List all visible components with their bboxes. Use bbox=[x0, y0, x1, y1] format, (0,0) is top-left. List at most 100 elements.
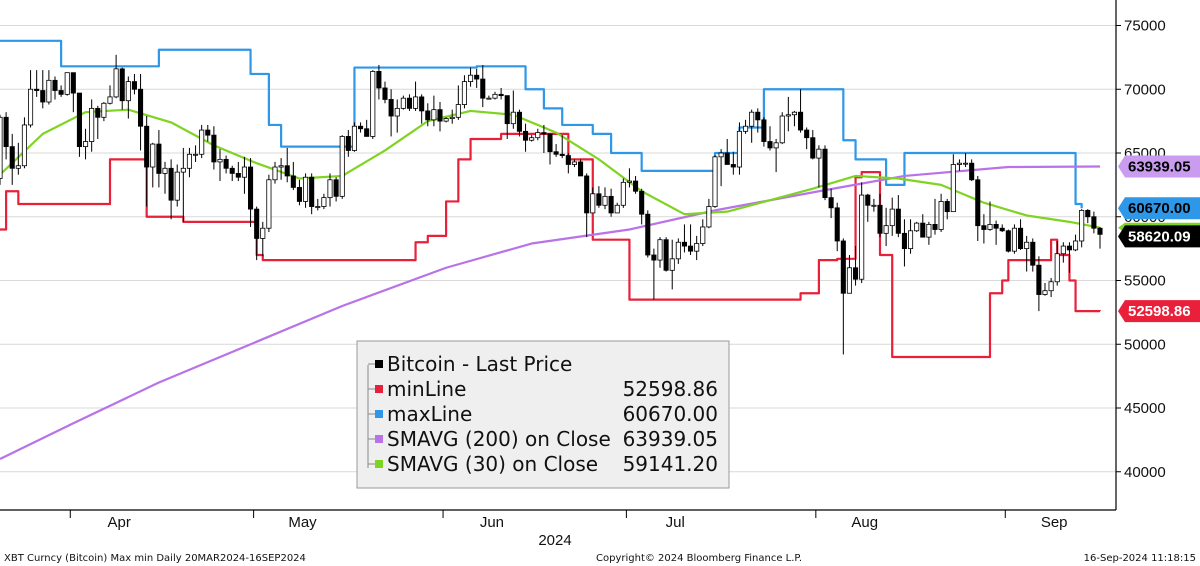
candle-137 bbox=[834, 202, 840, 252]
candle-59 bbox=[358, 122, 364, 133]
candle-34 bbox=[205, 124, 211, 142]
candle-body-75 bbox=[455, 104, 461, 118]
x-tick-label-5: Sep bbox=[1041, 514, 1068, 531]
candle-132 bbox=[804, 127, 810, 150]
candle-86 bbox=[523, 123, 529, 152]
legend-entry-4: SMAVG (30) on Close 59141.20 bbox=[368, 452, 718, 476]
legend-value-1: 52598.86 bbox=[623, 377, 718, 401]
candle-29 bbox=[174, 164, 180, 207]
candle-124 bbox=[755, 108, 761, 133]
candle-39 bbox=[235, 161, 241, 182]
candle-body-5 bbox=[28, 88, 34, 126]
candle-143 bbox=[871, 198, 877, 212]
candle-body-20 bbox=[119, 68, 125, 102]
candle-49 bbox=[296, 179, 302, 206]
candle-body-23 bbox=[138, 88, 144, 127]
candle-87 bbox=[529, 135, 535, 142]
candle-168 bbox=[1024, 235, 1030, 272]
candle-101 bbox=[614, 202, 620, 214]
candle-74 bbox=[449, 109, 455, 124]
candle-119 bbox=[724, 138, 730, 165]
x-axis-label: 2024 bbox=[538, 532, 571, 549]
y-tick-labels: 4000045000500005500060000650007000075000 bbox=[1124, 18, 1166, 481]
candle-85 bbox=[516, 109, 522, 137]
x-tick-label-0: Apr bbox=[107, 514, 130, 531]
candle-body-26 bbox=[156, 143, 162, 174]
candle-body-109 bbox=[663, 239, 669, 271]
candle-50 bbox=[303, 173, 309, 208]
candle-90 bbox=[547, 133, 553, 165]
candle-body-56 bbox=[339, 136, 345, 197]
candle-88 bbox=[535, 128, 541, 141]
candle-9 bbox=[52, 76, 58, 100]
candle-body-125 bbox=[761, 119, 767, 142]
candle-122 bbox=[743, 119, 749, 134]
candle-body-21 bbox=[125, 81, 131, 102]
candle-body-15 bbox=[89, 107, 95, 142]
candle-body-41 bbox=[248, 166, 254, 210]
candle-body-171 bbox=[1042, 290, 1048, 295]
price-tag-box-3 bbox=[1118, 225, 1200, 248]
candle-24 bbox=[144, 116, 150, 207]
y-tick-label-6: 70000 bbox=[1124, 81, 1166, 98]
candle-125 bbox=[761, 117, 767, 147]
candle-12 bbox=[70, 72, 76, 113]
candle-151 bbox=[920, 214, 926, 238]
candle-body-24 bbox=[144, 125, 150, 168]
candle-95 bbox=[578, 159, 584, 177]
candle-body-160 bbox=[975, 179, 981, 227]
price-tags: 63939.05 60670.00 58620.09 52598.86 bbox=[1118, 155, 1200, 323]
candle-body-96 bbox=[584, 175, 590, 214]
candle-body-13 bbox=[76, 92, 82, 148]
candle-body-148 bbox=[901, 232, 907, 250]
candle-48 bbox=[290, 161, 296, 190]
candle-64 bbox=[388, 89, 394, 137]
candle-body-14 bbox=[83, 141, 89, 148]
candle-31 bbox=[186, 147, 192, 178]
candle-body-37 bbox=[223, 158, 229, 169]
candle-body-55 bbox=[333, 179, 339, 197]
candle-body-142 bbox=[865, 194, 871, 206]
axes bbox=[0, 0, 1121, 511]
candle-162 bbox=[987, 201, 993, 231]
candle-body-9 bbox=[52, 79, 58, 91]
candle-99 bbox=[602, 187, 608, 210]
candle-body-156 bbox=[950, 164, 956, 213]
legend-label-1: minLine bbox=[387, 377, 466, 401]
price-candles bbox=[0, 54, 1103, 355]
candle-body-146 bbox=[889, 208, 895, 227]
candle-123 bbox=[749, 109, 755, 143]
candle-68 bbox=[413, 81, 419, 111]
candle-70 bbox=[425, 103, 431, 127]
candle-165 bbox=[1005, 229, 1011, 253]
candle-body-11 bbox=[64, 72, 70, 95]
candle-179 bbox=[1091, 211, 1097, 234]
candle-91 bbox=[553, 144, 559, 157]
candle-body-108 bbox=[657, 239, 663, 261]
candle-body-106 bbox=[645, 213, 651, 256]
candle-22 bbox=[131, 73, 137, 95]
candle-body-118 bbox=[718, 152, 724, 158]
candle-18 bbox=[107, 85, 113, 105]
candle-166 bbox=[1011, 224, 1017, 254]
candle-154 bbox=[938, 193, 944, 233]
candle-145 bbox=[883, 207, 889, 247]
price-tag-3: 58620.09 bbox=[1118, 225, 1200, 248]
candle-body-36 bbox=[217, 158, 223, 163]
legend-entry-0: Bitcoin - Last Price bbox=[368, 352, 572, 376]
y-tick-label-7: 75000 bbox=[1124, 18, 1166, 35]
candle-66 bbox=[400, 95, 406, 110]
candle-body-17 bbox=[101, 102, 107, 118]
candle-77 bbox=[468, 67, 474, 87]
candle-body-34 bbox=[205, 129, 211, 136]
price-tag-label-1: 60670.00 bbox=[1128, 200, 1191, 217]
candle-body-119 bbox=[724, 152, 730, 165]
candle-175 bbox=[1066, 242, 1072, 273]
candle-body-165 bbox=[1005, 230, 1011, 252]
candle-body-31 bbox=[186, 153, 192, 169]
candle-129 bbox=[785, 96, 791, 132]
candle-body-112 bbox=[681, 241, 687, 247]
candle-body-145 bbox=[883, 225, 889, 234]
candle-152 bbox=[926, 221, 932, 245]
